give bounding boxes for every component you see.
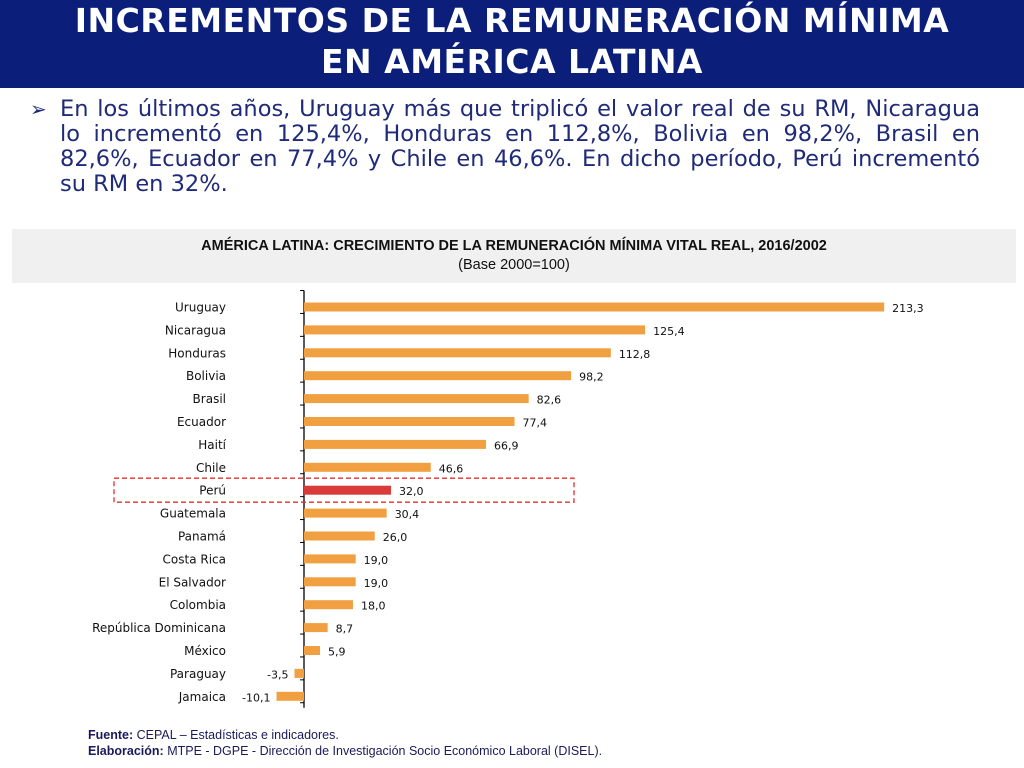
bar: [304, 371, 572, 381]
value-label: -3,5: [267, 668, 288, 681]
chart-header: AMÉRICA LATINA: CRECIMIENTO DE LA REMUNE…: [12, 229, 1016, 283]
value-label: 8,7: [336, 623, 354, 636]
bar: [304, 531, 375, 541]
page-header: INCREMENTOS DE LA REMUNERACIÓN MÍNIMA EN…: [0, 0, 1024, 88]
value-label: 26,0: [383, 531, 408, 544]
value-label: 98,2: [579, 371, 604, 384]
value-label: 66,9: [494, 439, 519, 452]
chart-subtitle: (Base 2000=100): [458, 257, 570, 273]
highlight-box: [113, 477, 575, 503]
bar: [304, 394, 529, 404]
bar: [304, 325, 646, 335]
value-label: 125,4: [653, 325, 685, 338]
category-label: El Salvador: [159, 575, 226, 589]
category-label: Honduras: [168, 346, 226, 360]
category-label: Perú: [199, 484, 226, 498]
category-label: República Dominicana: [92, 621, 226, 635]
chart-title: AMÉRICA LATINA: CRECIMIENTO DE LA REMUNE…: [201, 238, 827, 254]
value-label: 19,0: [364, 577, 389, 590]
bar: [304, 348, 611, 358]
footer-source-label: Fuente:: [88, 728, 134, 742]
category-label: México: [184, 644, 226, 658]
value-label: 82,6: [537, 394, 562, 407]
category-label: Colombia: [170, 598, 226, 612]
footer-source: Fuente: CEPAL – Estadísticas e indicador…: [88, 727, 602, 743]
bar: [304, 417, 515, 426]
value-label: 5,9: [328, 646, 346, 659]
bar: [304, 646, 321, 655]
category-label: Brasil: [193, 392, 226, 406]
category-label: Jamaica: [178, 690, 226, 704]
bar: [304, 554, 356, 564]
category-label: Guatemala: [160, 507, 226, 521]
page-title-line2: EN AMÉRICA LATINA: [321, 42, 703, 81]
category-label: Uruguay: [175, 301, 226, 315]
summary-text: En los últimos años, Uruguay más que tri…: [60, 96, 980, 197]
bar: [294, 668, 304, 678]
value-label: 32,0: [399, 485, 424, 498]
value-label: 77,4: [523, 417, 548, 430]
value-label: 30,4: [395, 508, 420, 521]
bar: [304, 302, 885, 312]
bar: [304, 600, 353, 610]
bar: [304, 577, 356, 587]
value-label: 19,0: [364, 554, 389, 567]
bar: [276, 691, 304, 701]
arrow-bullet-icon: ➢: [30, 97, 47, 121]
category-label: Chile: [196, 461, 226, 475]
bar: [304, 508, 387, 518]
footer-author-label: Elaboración:: [88, 744, 164, 758]
value-label: -10,1: [242, 691, 270, 704]
bar: [304, 485, 392, 495]
footer-source-text: CEPAL – Estadísticas e indicadores.: [136, 728, 339, 742]
value-label: 18,0: [361, 600, 386, 613]
category-label: Panamá: [178, 530, 226, 544]
summary-bullet: ➢ En los últimos años, Uruguay más que t…: [30, 97, 980, 197]
category-label: Paraguay: [170, 667, 226, 681]
value-label: 213,3: [892, 302, 924, 315]
bar: [304, 462, 431, 472]
category-label: Bolivia: [186, 369, 226, 383]
category-label: Costa Rica: [163, 552, 226, 566]
category-label: Ecuador: [177, 415, 226, 429]
value-label: 46,6: [439, 462, 464, 475]
value-label: 112,8: [619, 348, 651, 361]
category-label: Haití: [198, 438, 226, 452]
bar: [304, 439, 486, 449]
footer: Fuente: CEPAL – Estadísticas e indicador…: [88, 727, 602, 759]
category-label: Nicaragua: [165, 323, 226, 337]
footer-author-text: MTPE - DGPE - Dirección de Investigación…: [167, 744, 603, 758]
page-title-line1: INCREMENTOS DE LA REMUNERACIÓN MÍNIMA: [74, 1, 950, 40]
footer-author: Elaboración: MTPE - DGPE - Dirección de …: [88, 743, 602, 759]
bar: [304, 623, 328, 633]
